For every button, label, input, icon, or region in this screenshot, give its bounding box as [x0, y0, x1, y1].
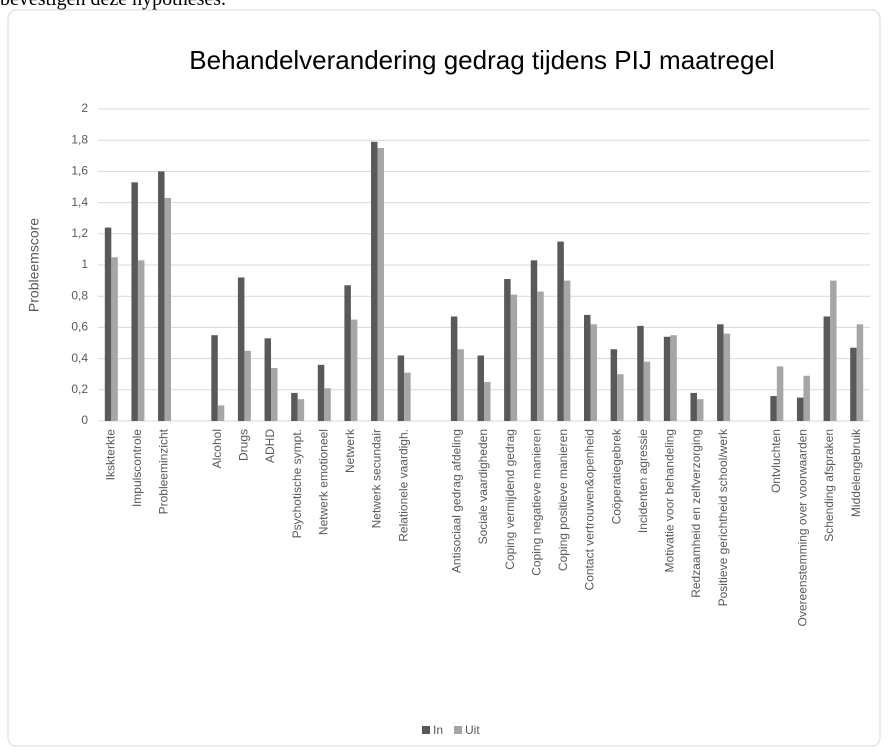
x-tick-label: ADHD [263, 429, 277, 463]
bar [803, 375, 810, 421]
x-tick-label: Probleeminzicht [157, 428, 171, 514]
bar [457, 349, 464, 421]
x-tick-label: Drugs [237, 429, 251, 461]
bar [377, 148, 385, 421]
bar [264, 338, 272, 421]
bar [617, 374, 624, 421]
bar [271, 367, 278, 421]
x-tick-label: Ikskterkte [103, 429, 117, 481]
bar [164, 197, 172, 421]
bar [291, 392, 298, 421]
bar [796, 397, 804, 421]
bar [590, 324, 597, 421]
bar [856, 324, 864, 421]
bar [830, 280, 837, 421]
bar [690, 392, 697, 421]
x-tick-label: Antisociaal gedrag afdeling [450, 429, 464, 573]
bar [850, 347, 857, 421]
bar [583, 314, 591, 421]
bar [237, 277, 245, 421]
x-tick-label: Coping negatieve manieren [529, 429, 543, 576]
x-tick-label: Alcohol [210, 429, 224, 468]
bar [111, 257, 118, 421]
bar [344, 285, 351, 421]
legend-swatch [422, 726, 430, 734]
x-tick-label: Relationele vaardigh. [396, 429, 410, 542]
bar [137, 260, 145, 421]
x-tick-label: Redzaamheid en zelfverzorging [689, 429, 703, 598]
bar [823, 316, 831, 421]
legend-label: In [433, 723, 443, 737]
bar [371, 141, 378, 421]
bar [537, 291, 544, 421]
chart-frame [7, 9, 881, 747]
bar [696, 399, 704, 421]
y-tick-label: 1,8 [71, 132, 88, 146]
x-tick-label: Incidenten agressie [636, 429, 650, 533]
bar [643, 361, 651, 421]
bar [770, 396, 777, 421]
bar [297, 399, 305, 421]
y-tick-label: 1,4 [71, 195, 88, 209]
bar [477, 355, 484, 421]
y-tick-label: 0 [81, 413, 88, 427]
bar [244, 350, 251, 421]
bar [510, 294, 518, 421]
x-tick-label: Impulscontrole [130, 429, 144, 507]
bar [717, 324, 724, 421]
x-tick-label: Netwerk secundair [370, 429, 384, 528]
bar [158, 171, 165, 421]
y-axis-label: Probleemscore [26, 218, 42, 312]
bar [211, 335, 218, 421]
bar [131, 182, 138, 421]
bar [557, 241, 564, 421]
bar [563, 280, 571, 421]
bar [404, 372, 411, 421]
bar [504, 279, 511, 421]
legend-label: Uit [465, 723, 480, 737]
x-tick-label: Motivatie voor behandeling [663, 429, 677, 572]
bar [670, 335, 677, 421]
x-tick-label: Netwerk [343, 428, 357, 473]
x-tick-label: Netwerk emotioneel [316, 429, 330, 535]
bar [663, 336, 671, 421]
x-tick-label: Contact vertrouwen&openheid [583, 429, 597, 590]
y-tick-label: 2 [81, 101, 88, 115]
bar [723, 333, 731, 421]
bar [484, 382, 491, 421]
bar [217, 405, 225, 421]
x-tick-label: Coping vermijdend gedrag [503, 429, 517, 570]
bar [610, 349, 618, 421]
bar [637, 325, 644, 421]
y-tick-label: 0,8 [71, 288, 88, 302]
bar [317, 364, 325, 421]
x-tick-label: Overeenstemming over voorwaarden [796, 429, 810, 626]
x-tick-label: Sociale vaardigheden [476, 429, 490, 544]
bar [104, 227, 112, 421]
bar [350, 319, 358, 421]
bar [776, 366, 784, 421]
bar [450, 316, 458, 421]
x-tick-label: Psychotische sympt. [290, 429, 304, 538]
chart-title: Behandelverandering gedrag tijdens PIJ m… [189, 45, 774, 75]
x-tick-label: Schending afspraken [822, 429, 836, 542]
x-tick-label: Coping positieve manieren [556, 429, 570, 571]
y-tick-label: 0,6 [71, 320, 88, 334]
y-tick-label: 1 [81, 257, 88, 271]
y-tick-label: 0,4 [71, 351, 88, 365]
bar [324, 388, 331, 421]
legend-swatch [454, 726, 463, 734]
y-tick-label: 0,2 [71, 382, 88, 396]
document-text: bevestigen deze hypotheses. [0, 0, 226, 11]
x-tick-label: Ontvluchten [769, 429, 783, 493]
bar [397, 355, 405, 421]
bar [530, 260, 538, 421]
y-tick-label: 1,2 [71, 226, 88, 240]
x-tick-label: Positieve gerichtheid school/werk [716, 428, 730, 606]
y-tick-label: 1,6 [71, 164, 88, 178]
x-tick-label: Coöperatiegebrek [609, 428, 623, 524]
x-tick-label: Middelengebruik [849, 428, 863, 517]
